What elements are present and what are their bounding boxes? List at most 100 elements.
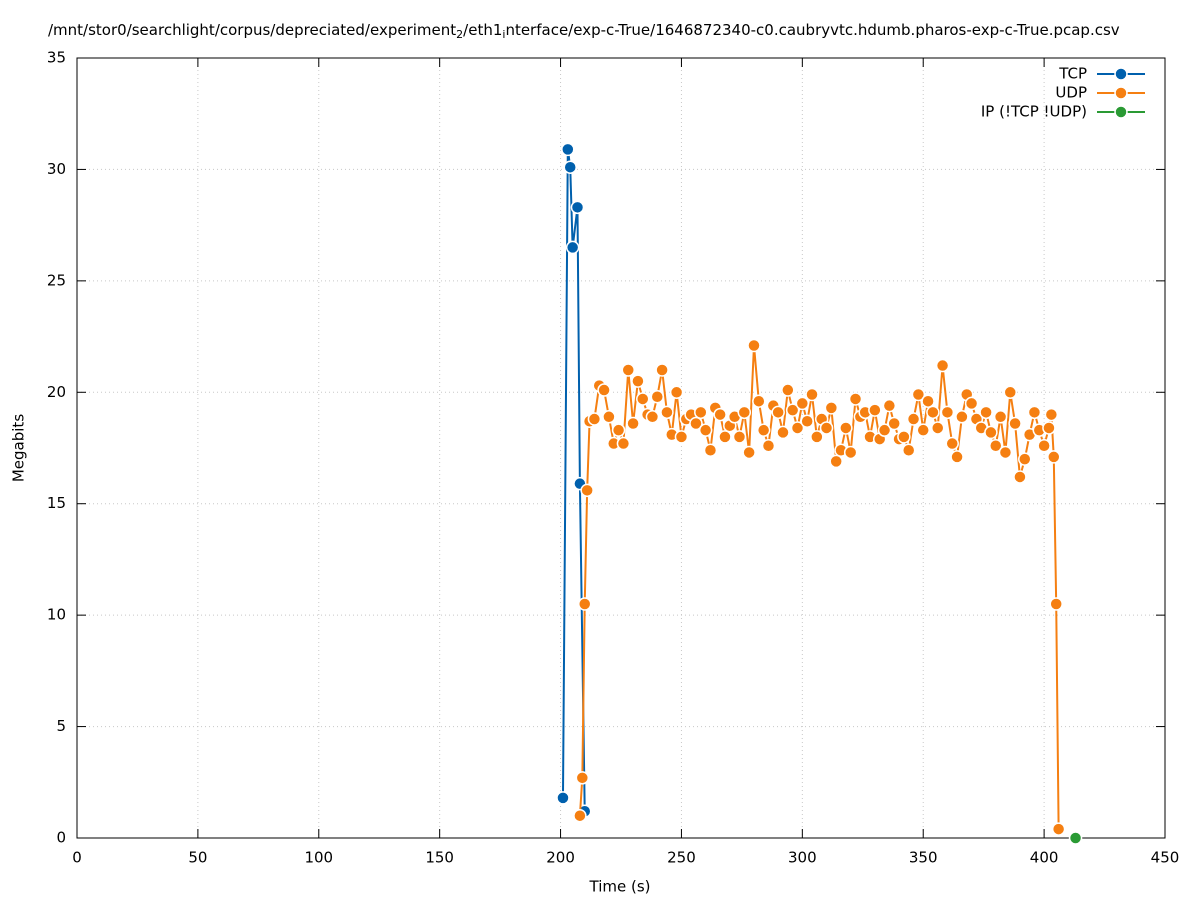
data-point xyxy=(698,423,713,437)
data-point xyxy=(1044,407,1059,422)
x-tick-label: 100 xyxy=(304,849,333,867)
data-point xyxy=(848,392,863,406)
data-point xyxy=(689,416,703,431)
data-point xyxy=(565,240,580,255)
data-point xyxy=(580,483,594,498)
data-point xyxy=(945,436,959,451)
y-tick-label: 5 xyxy=(56,717,66,735)
data-point xyxy=(916,423,930,437)
data-point xyxy=(1018,452,1032,466)
x-tick-label: 350 xyxy=(909,849,938,867)
x-tick-label: 400 xyxy=(1030,849,1059,867)
data-point xyxy=(573,808,587,823)
data-point xyxy=(561,142,575,157)
data-point xyxy=(921,394,935,408)
data-point xyxy=(795,396,810,411)
data-point xyxy=(587,412,602,426)
data-point xyxy=(1042,421,1056,435)
data-point xyxy=(785,403,800,417)
data-point xyxy=(669,385,684,400)
data-point xyxy=(930,421,945,435)
data-point xyxy=(703,443,718,457)
data-point xyxy=(556,791,570,805)
data-point xyxy=(901,443,916,457)
data-point xyxy=(882,398,897,413)
data-point xyxy=(1068,831,1083,845)
data-point xyxy=(752,394,766,408)
data-point xyxy=(906,412,921,426)
data-point xyxy=(897,430,911,444)
title-subscript: 2 xyxy=(456,28,463,41)
data-point xyxy=(732,430,747,444)
data-point xyxy=(597,383,611,397)
legend-label: UDP xyxy=(1055,84,1087,102)
data-point xyxy=(761,439,776,453)
data-point xyxy=(950,450,964,464)
x-tick-label: 250 xyxy=(667,849,696,867)
x-tick-label: 0 xyxy=(72,849,82,867)
data-point xyxy=(964,396,979,411)
chart-title: /mnt/stor0/searchlight/corpus/depreciate… xyxy=(48,21,1120,42)
data-point xyxy=(645,410,660,424)
data-point xyxy=(660,405,674,420)
data-point xyxy=(1013,470,1027,484)
y-tick-label: 25 xyxy=(47,271,66,289)
data-point xyxy=(575,771,590,785)
data-point xyxy=(800,414,814,429)
data-point xyxy=(940,405,955,420)
data-point xyxy=(1027,405,1042,420)
y-axis-label: Megabits xyxy=(10,414,28,482)
y-tick-label: 10 xyxy=(47,606,66,624)
data-point xyxy=(1008,416,1022,431)
x-tick-label: 300 xyxy=(788,849,817,867)
data-point xyxy=(742,445,756,460)
data-point xyxy=(626,416,640,431)
y-tick-label: 30 xyxy=(47,160,66,178)
legend-swatch-marker xyxy=(1114,67,1128,81)
title-segment: /mnt/stor0/searchlight/corpus/depreciate… xyxy=(48,21,456,39)
data-point xyxy=(979,405,993,420)
data-point xyxy=(771,405,785,420)
data-point xyxy=(839,421,853,435)
data-point xyxy=(776,425,790,440)
data-point xyxy=(993,410,1008,424)
data-point xyxy=(781,383,795,397)
data-point xyxy=(819,421,834,435)
data-point xyxy=(737,405,752,420)
data-point xyxy=(810,430,824,444)
x-tick-label: 200 xyxy=(546,849,575,867)
data-point xyxy=(989,439,1003,453)
x-tick-label: 50 xyxy=(188,849,207,867)
data-point xyxy=(602,410,616,424)
data-point xyxy=(621,363,636,377)
data-point xyxy=(998,445,1013,460)
data-point xyxy=(631,374,645,388)
data-point xyxy=(1047,450,1061,464)
data-point xyxy=(1037,439,1051,453)
data-point xyxy=(955,410,969,424)
x-tick-label: 450 xyxy=(1151,849,1180,867)
data-point xyxy=(926,405,940,420)
data-point xyxy=(636,392,650,406)
data-point xyxy=(984,425,998,440)
data-point xyxy=(843,445,858,460)
data-point xyxy=(570,200,585,215)
data-point xyxy=(563,160,577,174)
y-tick-label: 35 xyxy=(47,49,66,67)
data-point xyxy=(713,407,727,422)
y-tick-label: 15 xyxy=(47,494,66,512)
data-point xyxy=(1003,385,1018,400)
data-point xyxy=(911,387,926,402)
data-point xyxy=(868,403,882,417)
data-point xyxy=(577,597,592,611)
data-point xyxy=(756,423,771,437)
data-point xyxy=(718,430,732,444)
data-point xyxy=(829,454,843,469)
plot-border xyxy=(76,57,1166,839)
data-point xyxy=(877,423,892,437)
data-point xyxy=(655,363,669,377)
data-point xyxy=(694,405,708,420)
y-tick-label: 20 xyxy=(47,383,66,401)
data-point xyxy=(790,421,805,435)
